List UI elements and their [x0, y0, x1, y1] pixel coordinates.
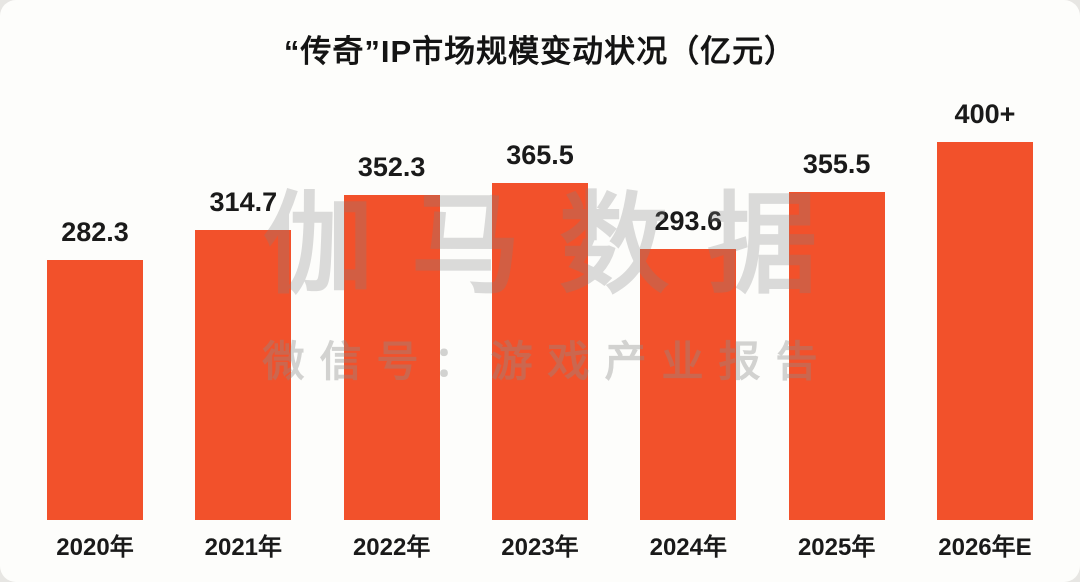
chart-title: “传奇”IP市场规模变动状况（亿元） [283, 34, 797, 69]
bar-value-label: 314.7 [209, 187, 278, 217]
x-axis-label: 2023年 [501, 533, 579, 561]
x-axis-label: 2026年E [938, 533, 1032, 561]
bar-value-label: 365.5 [506, 140, 574, 170]
bar [491, 183, 588, 520]
x-axis-label: 2021年 [204, 533, 283, 561]
bar-value-label: 293.6 [654, 206, 723, 236]
bar-column: 352.3 2022年 [331, 90, 453, 568]
bar [936, 142, 1033, 520]
bar-column: 400+ 2026年E [924, 90, 1046, 568]
bar-value-label: 352.3 [357, 152, 426, 182]
x-axis-label: 2024年 [649, 533, 727, 561]
x-axis-label: 2020年 [56, 533, 134, 561]
bar-column: 314.7 2021年 [182, 90, 304, 568]
bar-value-label: 400+ [954, 99, 1016, 129]
bar [195, 230, 292, 520]
bar [640, 249, 737, 520]
x-axis-label: 2022年 [352, 533, 431, 561]
bar [343, 195, 440, 520]
x-axis-label: 2025年 [797, 533, 876, 561]
bar-value-label: 355.5 [802, 149, 871, 179]
bar-column: 282.3 2020年 [34, 90, 156, 568]
bar-column: 293.6 2024年 [627, 90, 749, 568]
bar-column: 355.5 2025年 [776, 90, 898, 568]
bar-value-label: 282.3 [61, 217, 129, 247]
bar-column: 365.5 2023年 [479, 90, 601, 568]
bar [788, 192, 885, 520]
plot-area: 282.3 2020年 314.7 2021年 352.3 2022年 365.5 2023年… [34, 90, 1046, 568]
bar [47, 260, 143, 520]
